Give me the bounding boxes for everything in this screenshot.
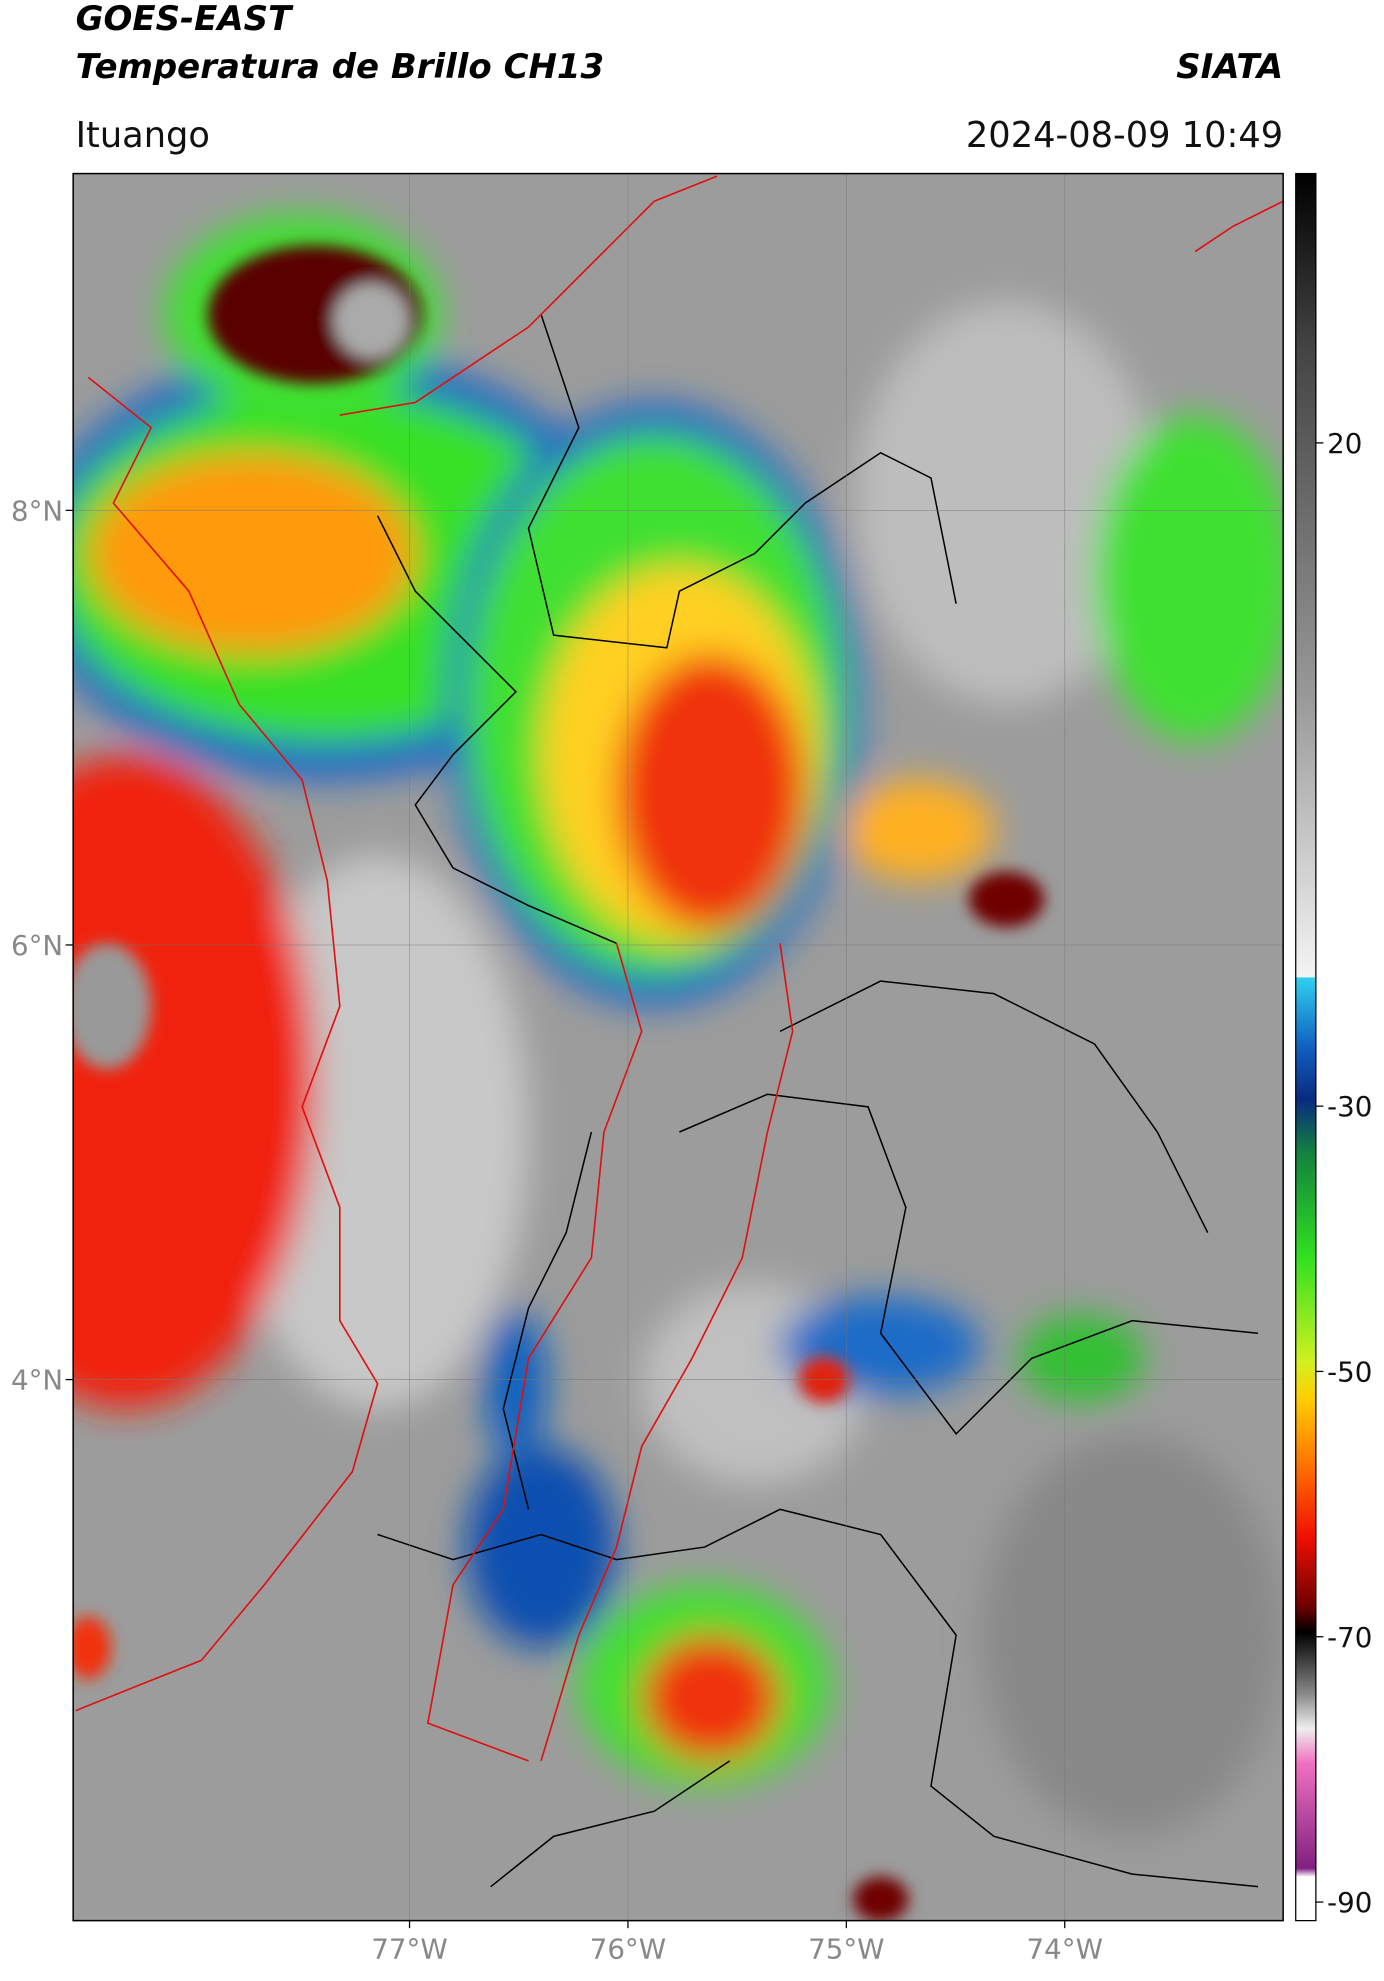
colorbar-tick-label: 20	[1327, 427, 1362, 460]
lon-tick-label: 77°W	[371, 1932, 447, 1965]
lat-tick-label: 4°N	[11, 1364, 63, 1397]
satellite-image	[73, 173, 1284, 1921]
map-frame	[72, 172, 1284, 1922]
datetime: 2024-08-09 10:49	[966, 115, 1283, 156]
lon-tick-label: 75°W	[808, 1932, 884, 1965]
lon-tick-label: 74°W	[1027, 1932, 1103, 1965]
subtitle: Temperatura de Brillo CH13	[76, 47, 604, 87]
colorbar-tick-label: -70	[1327, 1621, 1372, 1654]
colorbar-tick-label: -50	[1327, 1356, 1372, 1389]
title: GOES-EAST	[76, 0, 294, 39]
lat-tick-label: 8°N	[11, 494, 63, 527]
colorbar-tick-label: -30	[1327, 1090, 1372, 1123]
source: SIATA	[1176, 47, 1283, 87]
grid	[73, 173, 1284, 1921]
colorbar-tick-label: -90	[1327, 1886, 1372, 1919]
lon-tick-label: 76°W	[590, 1932, 666, 1965]
lat-tick-label: 6°N	[11, 929, 63, 962]
location: Ituango	[76, 115, 210, 156]
colorbar	[1295, 172, 1317, 1922]
